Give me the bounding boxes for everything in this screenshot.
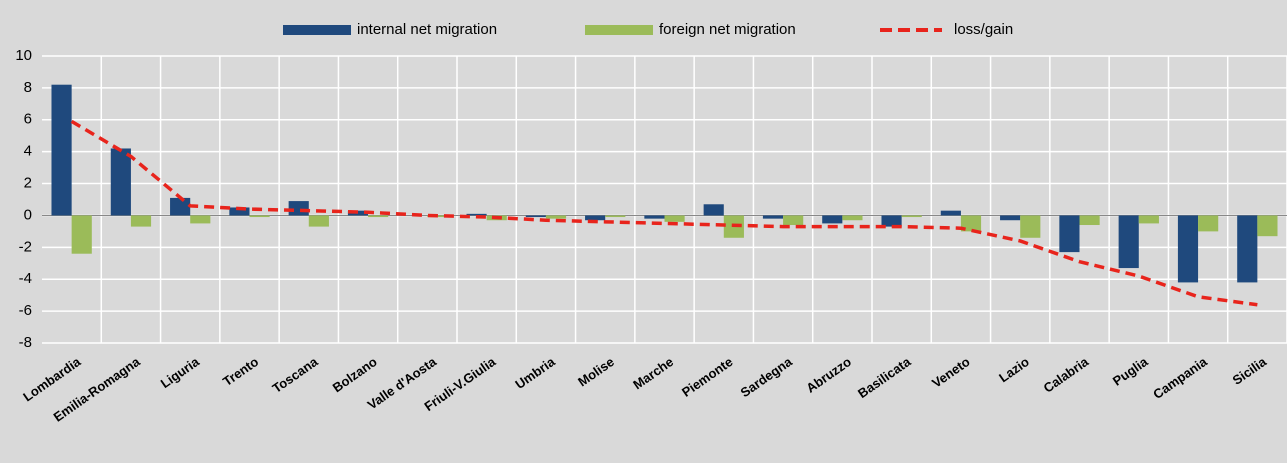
legend-swatch: [283, 25, 351, 35]
x-tick-label: Molise: [575, 354, 617, 389]
bar: [585, 215, 606, 221]
legend-label: loss/gain: [954, 21, 1013, 38]
x-tick-label: Marche: [630, 354, 676, 392]
y-tick-label: -4: [19, 270, 32, 287]
bar: [762, 215, 784, 219]
x-tick-label: Piemonte: [679, 354, 736, 400]
bar: [190, 215, 211, 224]
bar: [1059, 215, 1080, 253]
bar: [51, 84, 72, 216]
bar: [881, 215, 902, 227]
bar: [1138, 215, 1159, 224]
bar: [1079, 215, 1100, 226]
bar: [605, 215, 626, 218]
y-tick-label: 8: [24, 79, 32, 96]
y-tick-label: -8: [19, 334, 32, 351]
y-tick-label: 4: [24, 143, 32, 160]
legend-label: foreign net migration: [659, 21, 796, 38]
x-tick-label: Campania: [1150, 354, 1210, 402]
bar: [545, 215, 567, 219]
x-tick-label: Sicilia: [1230, 354, 1270, 388]
bar: [347, 210, 369, 216]
bar: [1237, 215, 1258, 283]
x-tick-label: Toscana: [269, 354, 321, 396]
y-tick-label: 6: [24, 111, 32, 128]
y-tick-label: -6: [19, 302, 32, 319]
bar: [308, 215, 329, 227]
bar: [229, 207, 250, 216]
bar: [664, 215, 685, 222]
bar: [644, 215, 665, 219]
bar: [288, 201, 309, 216]
x-tick-label: Puglia: [1110, 354, 1151, 389]
bar: [1177, 215, 1199, 283]
y-tick-label: 10: [15, 47, 32, 64]
bar: [110, 148, 131, 216]
bar: [783, 215, 804, 226]
bar: [940, 210, 961, 216]
y-tick-label: 0: [24, 206, 32, 223]
x-tick-label: Umbria: [512, 354, 558, 392]
line: [70, 119, 1258, 307]
bar: [842, 215, 863, 221]
x-tick-label: Bolzano: [330, 354, 380, 395]
bar: [1118, 215, 1139, 269]
y-tick-label: 2: [24, 175, 32, 192]
bar: [960, 215, 982, 232]
x-tick-label: Lazio: [996, 354, 1032, 385]
bar: [368, 215, 389, 218]
x-tick-label: Trento: [220, 354, 261, 389]
x-tick-label: Basilicata: [855, 354, 914, 402]
bar: [466, 213, 487, 216]
x-tick-label: Liguria: [158, 354, 203, 392]
bar: [525, 215, 546, 218]
x-tick-label: Abruzzo: [803, 354, 854, 396]
legend-label: internal net migration: [357, 21, 497, 38]
x-tick-label: Calabria: [1041, 354, 1092, 396]
bar: [1257, 215, 1278, 237]
bar: [170, 197, 191, 216]
bar: [901, 215, 922, 218]
x-tick-label: Sardegna: [738, 354, 796, 401]
bar: [71, 215, 92, 254]
bar: [1000, 215, 1021, 221]
bar: [703, 204, 724, 216]
legend-swatch: [585, 25, 653, 35]
bar: [249, 215, 270, 218]
x-tick-label: Veneto: [929, 354, 973, 391]
bar: [1020, 215, 1041, 238]
bar: [130, 215, 152, 227]
y-tick-label: -2: [19, 238, 32, 255]
bar: [1198, 215, 1219, 232]
bar: [822, 215, 843, 224]
